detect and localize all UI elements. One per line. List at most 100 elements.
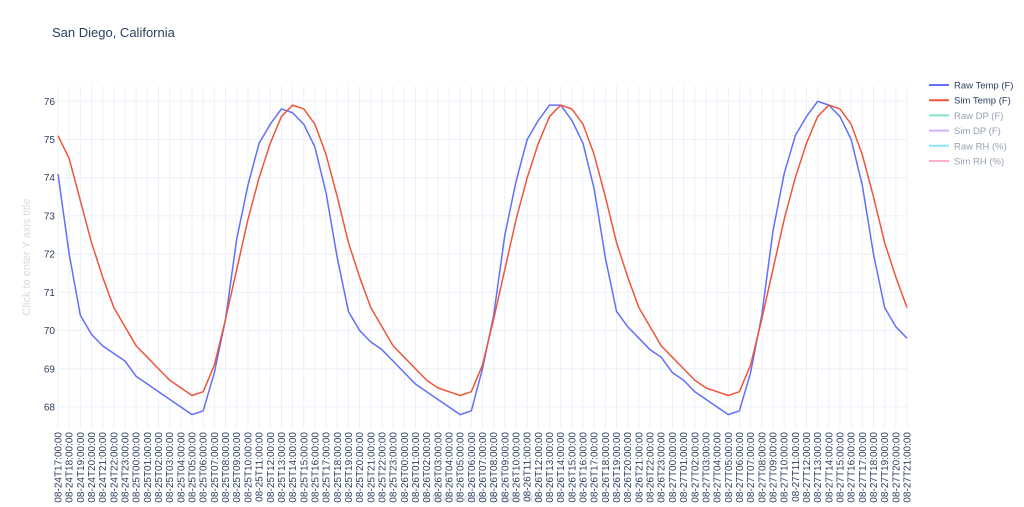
x-tick-label: 08-27T10:00:00 [780,432,791,503]
legend-label: Raw DP (F) [954,111,1003,122]
x-tick-label: 08-27T14:00:00 [824,432,835,503]
x-axis-title[interactable]: Click to enter X axis title [424,493,541,505]
x-tick-label: 08-25T22:00:00 [377,432,388,503]
y-tick-label: 74 [44,173,56,184]
x-tick-label: 08-26T07:00:00 [478,432,489,503]
x-tick-label: 08-26T02:00:00 [422,432,433,503]
x-tick-label: 08-27T15:00:00 [835,432,846,503]
x-tick-label: 08-27T20:00:00 [891,432,902,503]
x-tick-label: 08-26T23:00:00 [657,432,668,503]
x-tick-label: 08-25T13:00:00 [277,432,288,503]
x-tick-label: 08-26T14:00:00 [556,432,567,503]
x-tick-label: 08-25T17:00:00 [322,432,333,503]
x-tick-label: 08-25T23:00:00 [389,432,400,503]
x-tick-label: 08-27T19:00:00 [880,432,891,503]
x-tick-label: 08-26T10:00:00 [512,432,523,503]
x-tick-label: 08-26T13:00:00 [545,432,556,503]
x-tick-label: 08-26T09:00:00 [500,432,511,503]
series-line [57,104,908,397]
x-tick-label: 08-26T03:00:00 [433,432,444,503]
legend-label: Sim RH (%) [954,157,1004,168]
x-tick-label: 08-26T15:00:00 [567,432,578,503]
y-tick-label: 69 [44,364,56,375]
x-tick-label: 08-26T21:00:00 [634,432,645,503]
x-tick-label: 08-26T17:00:00 [590,432,601,503]
x-tick-label: 08-26T05:00:00 [456,432,467,503]
x-tick-label: 08-25T12:00:00 [266,432,277,503]
x-tick-label: 08-25T09:00:00 [232,432,243,503]
x-tick-label: 08-27T03:00:00 [701,432,712,503]
x-tick-label: 08-27T06:00:00 [735,432,746,503]
x-tick-label: 08-26T01:00:00 [411,432,422,503]
legend-item[interactable]: Raw RH (%) [929,141,1007,152]
x-tick-label: 08-27T02:00:00 [690,432,701,503]
legend-label: Raw RH (%) [954,141,1007,152]
y-tick-label: 76 [44,97,56,108]
legend-label: Raw Temp (F) [954,81,1013,92]
x-tick-label: 08-27T11:00:00 [791,432,802,502]
x-tick-label: 08-26T00:00:00 [400,432,411,503]
x-tick-label: 08-27T13:00:00 [813,432,824,503]
x-tick-label: 08-26T06:00:00 [467,432,478,503]
legend-label: Sim DP (F) [954,126,1001,137]
x-tick-label: 08-24T22:00:00 [109,432,120,503]
x-tick-label: 08-26T18:00:00 [601,432,612,503]
x-tick-label: 08-27T04:00:00 [713,432,724,503]
y-tick-label: 73 [44,211,56,222]
x-tick-label: 08-25T07:00:00 [210,432,221,503]
legend-item[interactable]: Raw DP (F) [929,111,1003,122]
y-tick-label: 71 [44,288,56,299]
x-tick-label: 08-24T20:00:00 [87,432,98,503]
y-tick-label: 72 [44,250,56,261]
grid [57,86,908,428]
legend-item[interactable]: Sim DP (F) [929,126,1001,137]
x-tick-label: 08-25T08:00:00 [221,432,232,503]
x-tick-label: 08-25T19:00:00 [344,432,355,503]
x-tick-label: 08-27T12:00:00 [802,432,813,503]
legend-item[interactable]: Raw Temp (F) [929,81,1013,92]
x-tick-label: 08-27T08:00:00 [757,432,768,503]
x-tick-label: 08-25T14:00:00 [288,432,299,503]
x-tick-label: 08-26T22:00:00 [646,432,657,503]
x-tick-label: 08-24T17:00:00 [54,432,65,503]
x-tick-label: 08-26T16:00:00 [579,432,590,503]
x-tick-label: 08-26T19:00:00 [612,432,623,503]
x-tick-label: 08-25T04:00:00 [176,432,187,503]
x-tick-label: 08-25T16:00:00 [310,432,321,503]
x-tick-label: 08-25T00:00:00 [132,432,143,503]
x-tick-label: 08-24T21:00:00 [98,432,109,503]
y-tick-label: 75 [44,135,56,146]
x-tick-label: 08-26T04:00:00 [444,432,455,503]
x-tick-label: 08-24T18:00:00 [65,432,76,503]
x-tick-label: 08-27T00:00:00 [668,432,679,503]
x-tick-label: 08-25T02:00:00 [154,432,165,503]
x-tick-label: 08-25T21:00:00 [366,432,377,503]
x-tick-label: 08-26T08:00:00 [489,432,500,503]
x-tick-label: 08-25T15:00:00 [299,432,310,503]
x-tick-label: 08-27T05:00:00 [724,432,735,503]
y-tick-label: 68 [44,402,56,413]
x-tick-label: 08-27T01:00:00 [679,432,690,503]
x-tick-label: 08-24T23:00:00 [121,432,132,503]
x-tick-label: 08-25T06:00:00 [199,432,210,503]
legend-item[interactable]: Sim Temp (F) [929,96,1011,107]
x-tick-label: 08-27T07:00:00 [746,432,757,503]
x-tick-label: 08-27T21:00:00 [903,432,914,503]
x-tick-label: 08-25T05:00:00 [188,432,199,503]
y-tick-label: 70 [44,326,56,337]
legend-label: Sim Temp (F) [954,96,1011,107]
legend-item[interactable]: Sim RH (%) [929,157,1004,168]
series-line [57,100,908,416]
x-tick-label: 08-24T19:00:00 [76,432,87,503]
y-axis-title[interactable]: Click to enter Y axis title [21,199,33,316]
x-tick-label: 08-25T01:00:00 [143,432,154,503]
chart-title: San Diego, California [52,25,176,40]
x-tick-label: 08-25T03:00:00 [165,432,176,503]
x-tick-label: 08-27T18:00:00 [869,432,880,503]
x-tick-label: 08-26T12:00:00 [534,432,545,503]
x-tick-label: 08-25T11:00:00 [255,432,266,502]
x-tick-label: 08-27T09:00:00 [768,432,779,503]
x-tick-label: 08-25T18:00:00 [333,432,344,503]
